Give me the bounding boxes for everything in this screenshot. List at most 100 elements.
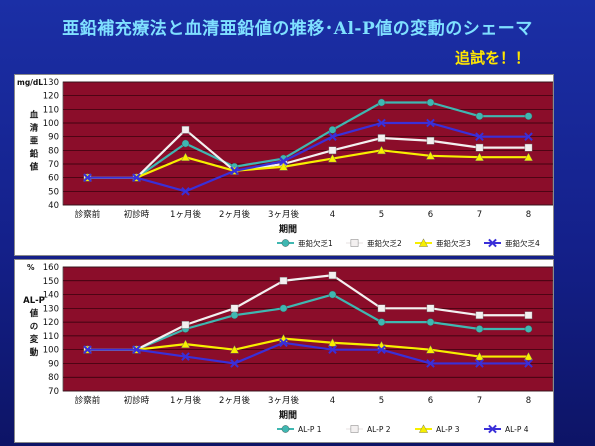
zinc-series-1-point xyxy=(181,139,190,148)
zinc-x-tick-label: 4 xyxy=(330,210,335,220)
alp-series-4-point xyxy=(524,359,533,368)
zinc-legend-swatch-marker xyxy=(350,239,359,247)
alp-series-3-point xyxy=(425,345,436,354)
alp-series-2-point xyxy=(181,321,190,329)
zinc-y-tick-label: 70 xyxy=(48,160,59,170)
zinc-x-tick-label: 8 xyxy=(526,210,531,220)
alp-series-1-point xyxy=(475,325,484,333)
alp-series-4-point xyxy=(279,338,288,348)
alp-series-1-point xyxy=(377,318,386,326)
alp-y-axis-title-char: の xyxy=(30,322,39,332)
zinc-y-tick-label: 50 xyxy=(48,187,59,197)
alp-plot-area xyxy=(62,266,553,392)
zinc-series-2-point xyxy=(426,136,435,145)
alp-series-2-point xyxy=(426,304,435,313)
zinc-series-2-point xyxy=(524,143,533,152)
zinc-series-4-point xyxy=(83,173,92,182)
zinc-y-axis-title-char: 亜 xyxy=(30,137,39,147)
zinc-series-4-point xyxy=(475,132,484,141)
alp-x-tick-label: 1ヶ月後 xyxy=(170,395,201,406)
alp-change-chart-svg: 70 80 90 100 110 120 130 140 150 160 診察前 初診時 1ヶ月後 2ヶ月… xyxy=(23,263,553,434)
zinc-series-4-point xyxy=(132,173,141,182)
alp-series-1-point xyxy=(279,304,288,313)
zinc-series-4-point xyxy=(230,166,239,176)
zinc-series-4-point xyxy=(426,118,435,128)
alp-legend-swatch-marker xyxy=(281,425,290,433)
zinc-series-3-point xyxy=(523,152,534,161)
zinc-series-4-point xyxy=(524,132,533,141)
alp-x-tick-label: 3ヶ月後 xyxy=(268,395,299,406)
zinc-x-tick-label: 7 xyxy=(477,210,482,220)
zinc-legend: 亜鉛欠乏1 亜鉛欠乏2 亜鉛欠乏3 亜鉛欠乏4 xyxy=(277,238,540,248)
alp-y-axis-title-char: AL-P xyxy=(23,296,45,306)
alp-y-axis-title-char: 変 xyxy=(30,334,39,345)
zinc-legend-label: 亜鉛欠乏2 xyxy=(367,238,402,248)
alp-series-2-line xyxy=(87,274,529,351)
alp-series-1-point xyxy=(426,318,435,326)
zinc-legend-label: 亜鉛欠乏4 xyxy=(505,238,540,248)
alp-x-axis-title: 期間 xyxy=(279,409,297,421)
slide-title: 亜鉛補充療法と血清亜鉛値の推移･Al-P値の変動のシェーマ xyxy=(62,19,533,39)
alp-series-4-point xyxy=(132,345,141,354)
zinc-series-1-line xyxy=(87,101,529,179)
alp-series-3-point xyxy=(229,345,240,354)
zinc-series-4-point xyxy=(377,118,386,128)
alp-series-1-point xyxy=(328,290,337,299)
alp-series-3-point xyxy=(180,339,191,348)
alp-series-2-point xyxy=(475,311,484,320)
zinc-series-2-point xyxy=(475,143,484,152)
zinc-y-tick-label: 100 xyxy=(43,119,59,129)
alp-series-2-point xyxy=(524,311,533,320)
alp-x-tick-label: 4 xyxy=(330,396,335,406)
alp-x-tick-label: 5 xyxy=(379,396,384,406)
serum-zinc-chart-svg: 40 50 60 70 80 90 100 110 120 130 診察前 初診時 1ヶ月後 2ヶ月後 3ヶ… xyxy=(17,78,553,248)
zinc-series-2-point xyxy=(181,126,190,134)
alp-y-tick-label: 80 xyxy=(48,373,59,383)
zinc-x-tick-label: 初診時 xyxy=(124,209,150,220)
alp-series-4-point xyxy=(426,359,435,368)
zinc-series-1-point xyxy=(524,112,533,120)
zinc-series-2-point xyxy=(328,146,337,155)
zinc-unit-label: mg/dL xyxy=(17,78,43,87)
zinc-y-tick-label: 90 xyxy=(48,133,59,143)
alp-change-chart: 70 80 90 100 110 120 130 140 150 160 診察前 初診時 1ヶ月後 2ヶ月… xyxy=(14,259,554,443)
zinc-y-tick-label: 40 xyxy=(48,201,59,211)
zinc-x-axis-title: 期間 xyxy=(279,223,297,235)
zinc-y-axis-title-char: 値 xyxy=(29,162,39,173)
alp-y-tick-label: 70 xyxy=(48,387,59,397)
zinc-legend-label: 亜鉛欠乏1 xyxy=(298,238,333,248)
zinc-series-3-point xyxy=(327,153,338,163)
alp-unit-label: % xyxy=(27,263,35,272)
alp-legend-swatch-marker xyxy=(350,425,359,433)
zinc-series-1-point xyxy=(377,98,386,107)
zinc-series-4-point xyxy=(181,187,190,196)
alp-x-tick-label: 6 xyxy=(428,396,433,406)
alp-y-tick-label: 100 xyxy=(43,346,59,356)
alp-y-axis-title-char: 動 xyxy=(30,347,39,358)
zinc-series-4-point xyxy=(279,156,288,166)
zinc-series-2-point xyxy=(377,134,386,142)
alp-x-tick-label: 2ヶ月後 xyxy=(219,395,250,406)
alp-series-4-point xyxy=(83,345,92,354)
alp-series-3-line xyxy=(87,337,529,358)
zinc-y-axis-title-char: 鉛 xyxy=(29,149,39,160)
zinc-y-tick-label: 120 xyxy=(43,92,59,102)
alp-series-3-point xyxy=(523,351,534,361)
alp-y-tick-label: 120 xyxy=(43,318,59,328)
alp-series-4-line xyxy=(87,341,529,365)
alp-y-tick-label: 140 xyxy=(43,291,59,301)
zinc-legend-swatch-marker xyxy=(418,238,429,247)
alp-series-2-point xyxy=(328,271,337,280)
alp-series-3-point xyxy=(474,351,485,361)
alp-legend-label: AL-P 4 xyxy=(505,425,529,434)
zinc-legend-label: 亜鉛欠乏3 xyxy=(436,238,471,248)
zinc-y-tick-label: 60 xyxy=(48,174,59,184)
zinc-series-1 xyxy=(83,98,533,182)
zinc-series-4-line xyxy=(87,121,529,193)
alp-series-1-point xyxy=(230,311,239,320)
alp-x-tick-label: 診察前 xyxy=(75,395,101,406)
zinc-series-3-point xyxy=(180,152,191,161)
alp-y-tick-label: 160 xyxy=(43,263,59,273)
zinc-series-1-point xyxy=(328,126,337,134)
alp-series-4-point xyxy=(328,345,337,354)
